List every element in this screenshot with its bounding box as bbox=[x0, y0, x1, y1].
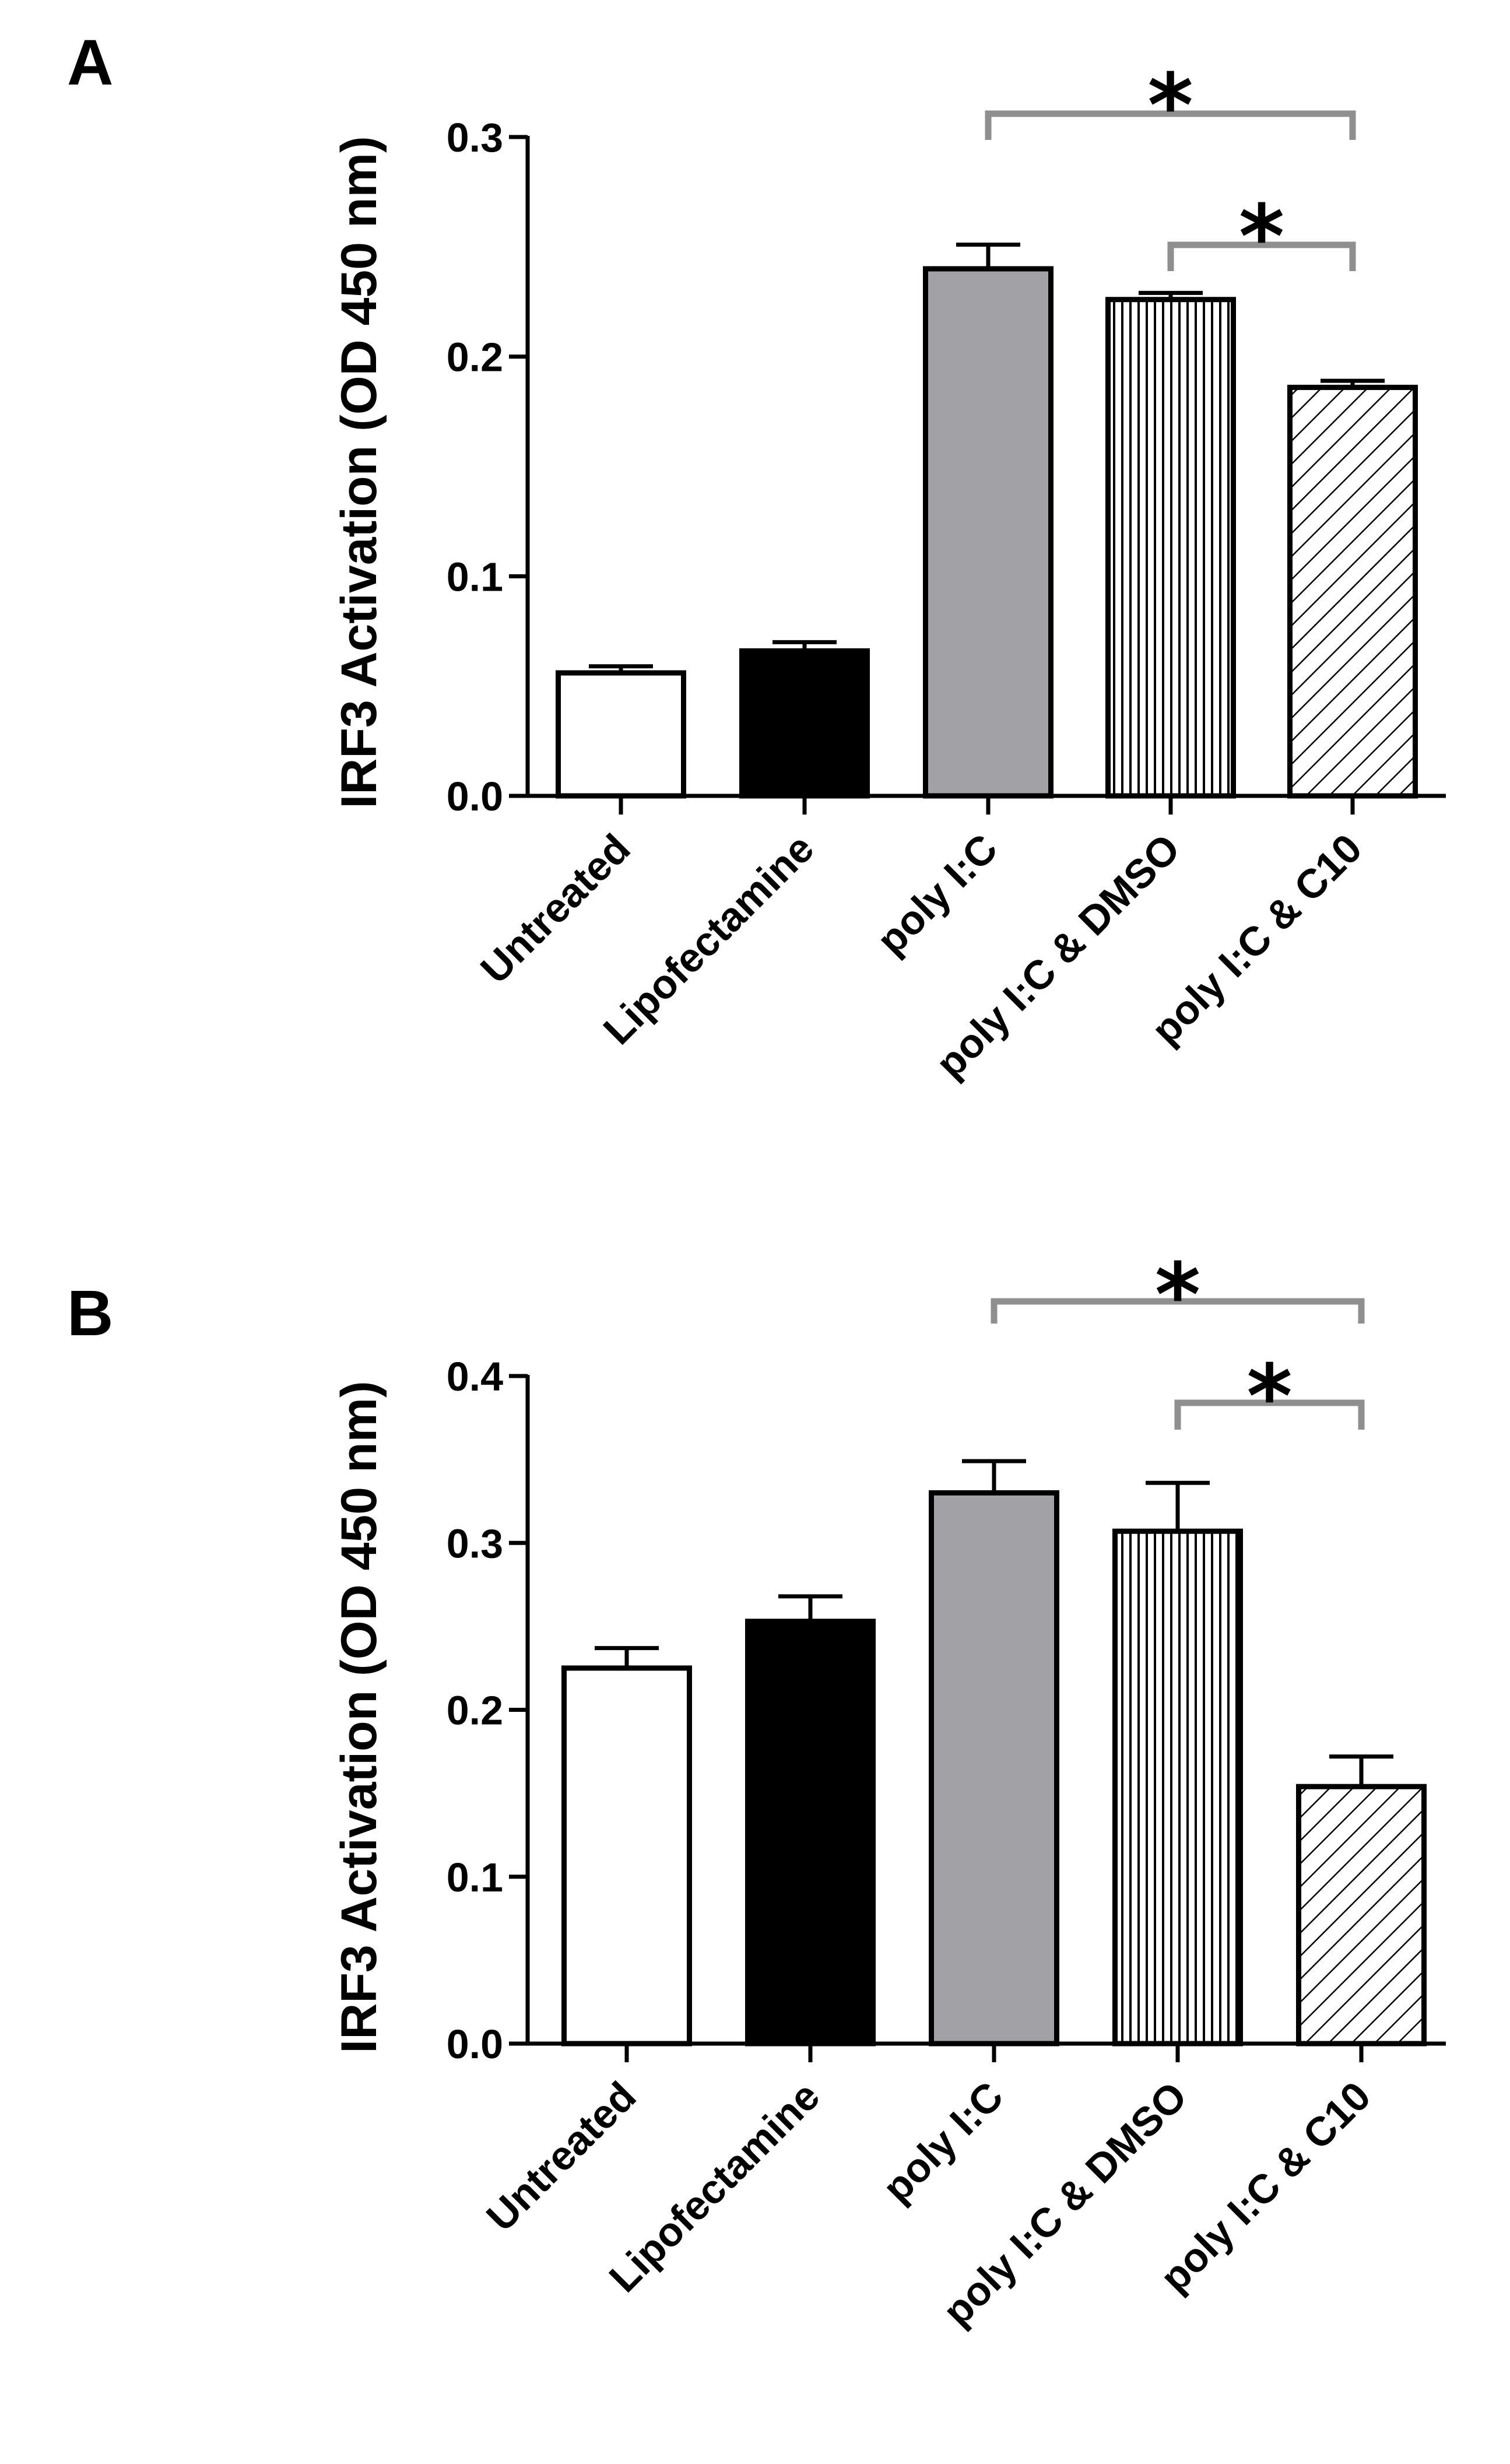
y-tick-labels: 0.0 0.1 0.2 0.3 bbox=[447, 115, 528, 819]
significance-bracket bbox=[1167, 241, 1356, 271]
panel-a: A IRF3 Activation (OD 450 nm) 0.00.10.20… bbox=[67, 27, 1446, 1087]
y-tick-label: 0.2 bbox=[447, 335, 503, 380]
panel-letter: A bbox=[67, 27, 113, 99]
y-tick-label: 0.1 bbox=[447, 1855, 503, 1900]
panel-letter: B bbox=[67, 1277, 113, 1349]
y-tick-labels: 0.0 0.1 0.2 0.3 0.4 bbox=[447, 1354, 528, 2067]
significance-star: * bbox=[1147, 55, 1193, 157]
bar bbox=[739, 648, 870, 799]
y-tick-label: 0.3 bbox=[447, 1521, 503, 1566]
bar bbox=[923, 266, 1054, 799]
y-tick-label: 0.4 bbox=[447, 1354, 503, 1399]
y-axis-label: IRF3 Activation (OD 450 nm) bbox=[331, 136, 387, 808]
bar bbox=[745, 1619, 876, 2047]
significance-star: * bbox=[1239, 187, 1284, 288]
significance-star: * bbox=[1155, 1245, 1200, 1346]
significance-star: * bbox=[1246, 1346, 1292, 1448]
bar bbox=[929, 1490, 1059, 2047]
bar bbox=[1287, 384, 1418, 799]
panel-b: B IRF3 Activation (OD 450 nm) 0.00.10.20… bbox=[67, 1245, 1446, 2335]
chart-marks bbox=[525, 1375, 1446, 2062]
bar bbox=[1112, 1528, 1243, 2047]
y-tick-label: 0.3 bbox=[447, 115, 503, 160]
significance-bracket bbox=[985, 110, 1356, 140]
y-axis-label: IRF3 Activation (OD 450 nm) bbox=[331, 1381, 387, 2053]
significance-brackets: ** bbox=[985, 55, 1356, 288]
significance-brackets: ** bbox=[991, 1245, 1365, 1448]
bar bbox=[556, 670, 686, 799]
bar bbox=[561, 1665, 692, 2047]
significance-bracket bbox=[991, 1298, 1365, 1324]
chart-marks bbox=[525, 136, 1446, 815]
y-tick-label: 0.0 bbox=[447, 774, 503, 819]
category-label: poly I:C bbox=[874, 2073, 1012, 2211]
y-tick-label: 0.2 bbox=[447, 1688, 503, 1733]
y-tick-label: 0.1 bbox=[447, 554, 503, 599]
bar bbox=[1105, 297, 1236, 799]
bar bbox=[1296, 1784, 1427, 2047]
significance-bracket bbox=[1174, 1399, 1365, 1430]
y-tick-label: 0.0 bbox=[447, 2021, 503, 2067]
category-label: Untreated bbox=[472, 825, 638, 992]
category-label: Untreated bbox=[477, 2073, 644, 2240]
category-label: poly I:C bbox=[868, 825, 1006, 963]
